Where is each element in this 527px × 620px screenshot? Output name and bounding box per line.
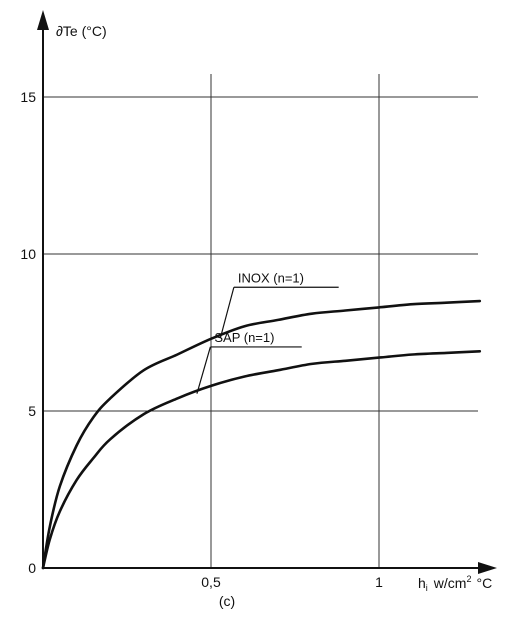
y-tick-label: 10 bbox=[20, 246, 36, 262]
grid-lines bbox=[43, 74, 478, 568]
x-tick-label: 0,5 bbox=[201, 574, 221, 590]
x-axis-label: hi w/cm2 °C bbox=[418, 574, 492, 593]
x-axis-label-unit-tail: °C bbox=[476, 575, 492, 591]
series-line-inox bbox=[41, 299, 482, 570]
y-axis-arrowhead bbox=[37, 10, 49, 30]
x-axis-arrowhead bbox=[478, 562, 497, 574]
x-axis-label-subscript: i bbox=[426, 583, 428, 593]
tick-labels: 0 5 10 15 0,5 1 bbox=[20, 89, 383, 590]
series-label-leader bbox=[196, 346, 211, 394]
x-axis-label-main: h bbox=[418, 575, 426, 591]
x-axis-label-superscript: 2 bbox=[466, 574, 471, 584]
series-label-sap: SAP (n=1) bbox=[214, 330, 274, 345]
series-label-inox: INOX (n=1) bbox=[238, 270, 304, 285]
figure-caption: (c) bbox=[219, 593, 235, 609]
axes bbox=[37, 10, 497, 574]
x-axis-label-unit: w/cm bbox=[433, 575, 467, 591]
curve-labels: INOX (n=1) SAP (n=1) bbox=[196, 270, 339, 394]
y-tick-label: 5 bbox=[28, 403, 36, 419]
y-axis-label: ∂Te (°C) bbox=[56, 23, 107, 39]
y-tick-label: 15 bbox=[20, 89, 36, 105]
series-group bbox=[41, 299, 482, 570]
x-tick-label: 1 bbox=[375, 574, 383, 590]
y-tick-label: 0 bbox=[28, 560, 36, 576]
series-label-leader bbox=[219, 287, 235, 338]
series-line-sap bbox=[41, 350, 482, 570]
